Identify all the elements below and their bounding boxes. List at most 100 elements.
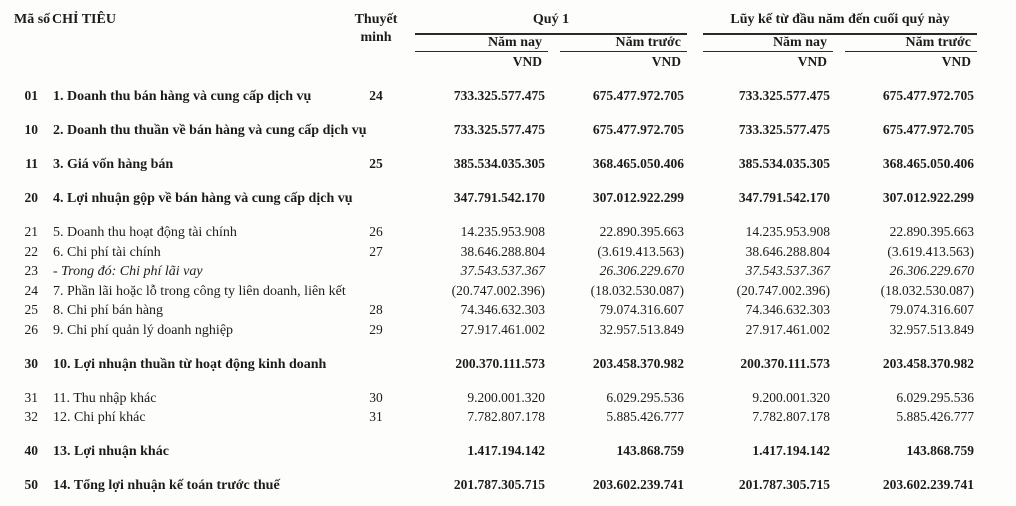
q1-current-year-header: Năm nay	[415, 35, 548, 52]
row-q1-current: 14.235.953.908	[460, 224, 545, 239]
table-row: 26 9. Chi phí quản lý doanh nghiệp 29 27…	[0, 321, 1016, 340]
row-q1-prior: 203.602.239.741	[592, 477, 684, 492]
row-code: 10	[24, 122, 39, 137]
group-header-quarter: Quý 1	[415, 12, 687, 35]
row-q1-prior: 368.465.050.406	[592, 156, 684, 171]
row-ytd-current: 385.534.035.305	[738, 156, 830, 171]
row-ytd-current: 74.346.632.303	[745, 302, 830, 317]
row-label: 8. Chi phí bán hàng	[53, 303, 164, 318]
table-body: 01 1. Doanh thu bán hàng và cung cấp dịc…	[0, 87, 1016, 495]
row-q1-prior: 32.957.513.849	[599, 321, 684, 337]
row-q1-current: 37.543.537.367	[460, 263, 545, 278]
row-ytd-current: 37.543.537.367	[745, 263, 830, 278]
row-q1-current: (20.747.002.396)	[451, 282, 545, 298]
row-ytd-prior: (3.619.413.563)	[887, 243, 974, 259]
row-ytd-current: 27.917.461.002	[745, 321, 830, 337]
row-ytd-current: 14.235.953.908	[745, 224, 830, 239]
row-ytd-current: 733.325.577.475	[738, 122, 830, 137]
row-ytd-prior: 675.477.972.705	[882, 122, 974, 137]
row-note: 24	[369, 88, 383, 103]
row-q1-prior: 203.458.370.982	[592, 355, 684, 371]
table-row: 31 11. Thu nhập khác 30 9.200.001.320 6.…	[0, 389, 1016, 408]
ytd-current-currency-unit: VND	[797, 54, 827, 69]
table-row: 22 6. Chi phí tài chính 27 38.646.288.80…	[0, 243, 1016, 262]
item-column-title: CHỈ TIÊU	[52, 12, 116, 27]
row-ytd-current: 347.791.542.170	[738, 190, 830, 205]
row-code: 22	[24, 243, 39, 259]
row-q1-prior: 26.306.229.670	[599, 263, 684, 278]
row-code: 20	[24, 190, 39, 205]
row-label: 5. Doanh thu hoạt động tài chính	[53, 225, 237, 240]
row-ytd-prior: 5.885.426.777	[896, 409, 974, 424]
row-label: 12. Chi phí khác	[53, 410, 146, 425]
row-note: 29	[369, 321, 383, 337]
row-code: 21	[24, 224, 39, 239]
row-note: 31	[369, 409, 383, 424]
q1-prior-year-header: Năm trước	[560, 35, 687, 52]
row-ytd-prior: (18.032.530.087)	[880, 282, 974, 298]
table-row: 20 4. Lợi nhuận gộp về bán hàng và cung …	[0, 189, 1016, 208]
row-q1-current: 1.417.194.142	[467, 443, 545, 458]
row-q1-current: 733.325.577.475	[453, 88, 545, 103]
q1-prior-currency-unit: VND	[651, 54, 681, 69]
row-label: 9. Chi phí quản lý doanh nghiệp	[53, 322, 234, 338]
row-q1-prior: 6.029.295.536	[606, 389, 684, 405]
row-code: 01	[24, 88, 39, 103]
row-q1-prior: 307.012.922.299	[592, 190, 684, 205]
row-ytd-prior: 368.465.050.406	[882, 156, 974, 171]
table-row: 10 2. Doanh thu thuần về bán hàng và cun…	[0, 121, 1016, 140]
row-ytd-current: 7.782.807.178	[752, 409, 830, 424]
note-column-title-line1: Thuyết	[354, 12, 398, 27]
row-ytd-current: 201.787.305.715	[738, 477, 830, 492]
row-ytd-prior: 32.957.513.849	[889, 321, 974, 337]
table-row: 24 7. Phần lãi hoặc lỗ trong công ty liê…	[0, 282, 1016, 301]
row-q1-prior: 675.477.972.705	[592, 122, 684, 137]
row-ytd-prior: 203.602.239.741	[882, 477, 974, 492]
row-ytd-prior: 22.890.395.663	[889, 224, 974, 239]
row-note: 28	[369, 302, 383, 317]
row-q1-prior: 79.074.316.607	[599, 302, 684, 317]
row-ytd-current: (20.747.002.396)	[736, 282, 830, 298]
row-q1-current: 27.917.461.002	[460, 321, 545, 337]
table-row: 01 1. Doanh thu bán hàng và cung cấp dịc…	[0, 87, 1016, 106]
row-note: 30	[369, 389, 383, 405]
row-q1-current: 201.787.305.715	[453, 477, 545, 492]
row-label: 3. Giá vốn hàng bán	[53, 157, 174, 172]
row-code: 24	[24, 282, 39, 298]
row-q1-prior: (18.032.530.087)	[590, 282, 684, 298]
row-code: 31	[24, 389, 39, 405]
row-q1-prior: 22.890.395.663	[599, 224, 684, 239]
row-ytd-current: 9.200.001.320	[752, 389, 830, 405]
row-ytd-prior: 79.074.316.607	[889, 302, 974, 317]
row-q1-current: 200.370.111.573	[455, 355, 545, 371]
row-note: 25	[369, 156, 383, 171]
row-label: 13. Lợi nhuận khác	[53, 444, 169, 459]
table-row: 11 3. Giá vốn hàng bán 25 385.534.035.30…	[0, 155, 1016, 174]
row-code: 30	[24, 355, 39, 371]
row-q1-current: 38.646.288.804	[460, 243, 545, 259]
row-q1-prior: (3.619.413.563)	[597, 243, 684, 259]
row-ytd-prior: 6.029.295.536	[896, 389, 974, 405]
row-ytd-current: 733.325.577.475	[738, 88, 830, 103]
row-code: 50	[24, 477, 39, 492]
row-code: 25	[24, 302, 39, 317]
row-ytd-current: 1.417.194.142	[752, 443, 830, 458]
q1-current-currency-unit: VND	[512, 54, 542, 69]
row-code: 26	[24, 321, 39, 337]
row-ytd-current: 200.370.111.573	[740, 355, 830, 371]
table-row: 40 13. Lợi nhuận khác 1.417.194.142 143.…	[0, 442, 1016, 461]
ytd-prior-year-header: Năm trước	[845, 35, 977, 52]
row-q1-current: 385.534.035.305	[453, 156, 545, 171]
row-label: 7. Phần lãi hoặc lỗ trong công ty liên d…	[53, 283, 346, 299]
row-q1-current: 347.791.542.170	[453, 190, 545, 205]
row-label: 11. Thu nhập khác	[53, 390, 157, 406]
table-row: 23 - Trong đó: Chi phí lãi vay 37.543.53…	[0, 262, 1016, 281]
table-row: 50 14. Tổng lợi nhuận kế toán trước thuế…	[0, 476, 1016, 495]
row-q1-current: 74.346.632.303	[460, 302, 545, 317]
row-note: 27	[369, 243, 383, 259]
row-ytd-prior: 143.868.759	[906, 443, 975, 458]
table-row: 25 8. Chi phí bán hàng 28 74.346.632.303…	[0, 301, 1016, 320]
ytd-current-year-header: Năm nay	[703, 35, 833, 52]
table-row: 30 10. Lợi nhuận thuần từ hoạt động kinh…	[0, 355, 1016, 374]
